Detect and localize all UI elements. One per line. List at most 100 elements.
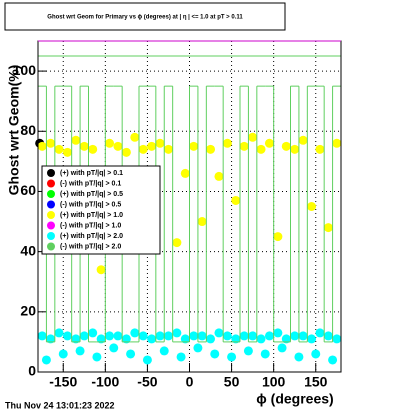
point xyxy=(307,334,317,344)
x-tick-label: -50 xyxy=(137,374,157,390)
point xyxy=(163,331,173,341)
point xyxy=(193,343,203,353)
x-axis-label: ϕ (degrees) xyxy=(256,391,333,407)
point xyxy=(298,331,308,341)
point xyxy=(155,331,165,341)
point xyxy=(323,331,333,341)
chart-title: Ghost wrt Geom for Primary vs ϕ (degrees… xyxy=(47,15,243,21)
title-box xyxy=(4,2,286,31)
y-tick-label: 100 xyxy=(13,62,37,78)
point xyxy=(231,334,241,344)
point xyxy=(197,217,207,227)
point xyxy=(231,195,241,205)
legend-box xyxy=(41,165,161,255)
point xyxy=(189,331,199,341)
point xyxy=(210,349,220,359)
point xyxy=(54,328,64,338)
point xyxy=(46,334,56,344)
y-tick-label: 80 xyxy=(20,122,36,138)
x-tick-label: -150 xyxy=(49,374,77,390)
point xyxy=(239,141,249,151)
point xyxy=(46,138,56,148)
point xyxy=(130,328,140,338)
point xyxy=(222,331,232,341)
point xyxy=(243,346,253,356)
point xyxy=(323,223,333,233)
point xyxy=(328,355,338,365)
legend-label: (-) with pT/|q| > 2.0 xyxy=(60,243,121,250)
point xyxy=(142,355,152,365)
point xyxy=(126,349,136,359)
point xyxy=(155,138,165,148)
point xyxy=(281,141,291,151)
legend-marker xyxy=(47,190,55,198)
footer: Thu Nov 24 13:01:23 2022 xyxy=(5,400,115,410)
point xyxy=(298,135,308,145)
point xyxy=(121,334,131,344)
point xyxy=(147,334,157,344)
point xyxy=(58,349,68,359)
point xyxy=(71,334,81,344)
y-tick-label: 0 xyxy=(28,363,36,379)
point xyxy=(222,138,232,148)
legend-marker xyxy=(47,169,55,177)
point xyxy=(96,334,106,344)
point xyxy=(256,334,266,344)
point xyxy=(294,352,304,362)
legend-label: (+) with pT/|q| > 0.5 xyxy=(60,191,123,198)
point xyxy=(248,331,258,341)
point xyxy=(281,334,291,344)
legend-marker xyxy=(47,179,55,188)
point xyxy=(180,334,190,344)
x-tick-label: 150 xyxy=(304,374,328,390)
point xyxy=(332,138,342,148)
point xyxy=(105,138,115,148)
point xyxy=(239,331,249,341)
legend-marker xyxy=(47,200,55,209)
point xyxy=(121,147,131,157)
point xyxy=(264,138,274,148)
point xyxy=(113,141,123,151)
point xyxy=(172,238,182,248)
point xyxy=(105,331,115,341)
point xyxy=(180,168,190,178)
point xyxy=(290,331,300,341)
point xyxy=(71,135,81,145)
legend-marker xyxy=(47,242,55,251)
point xyxy=(277,343,287,353)
point xyxy=(214,328,224,338)
point xyxy=(248,132,258,142)
point xyxy=(214,171,224,181)
legend-label: (-) with pT/|q| > 1.0 xyxy=(60,222,121,229)
point xyxy=(41,355,51,365)
point xyxy=(163,144,173,154)
point xyxy=(147,141,157,151)
point xyxy=(260,349,270,359)
point xyxy=(332,334,342,344)
point xyxy=(130,132,140,142)
point xyxy=(79,141,89,151)
point xyxy=(307,202,317,211)
point xyxy=(113,331,123,341)
point xyxy=(138,144,148,154)
legend-label: (+) with pT/|q| > 1.0 xyxy=(60,212,123,219)
legend-marker xyxy=(47,232,55,240)
legend-label: (+) with pT/|q| > 0.1 xyxy=(60,170,123,177)
x-tick-label: 0 xyxy=(186,374,194,390)
legend-label: (+) with pT/|q| > 2.0 xyxy=(60,233,123,240)
legend-marker xyxy=(47,211,55,219)
point xyxy=(62,147,72,157)
point xyxy=(206,144,216,154)
legend-label: (-) with pT/|q| > 0.5 xyxy=(60,201,121,208)
y-axis-label: Ghost wrt Geom(%) xyxy=(6,65,22,196)
point xyxy=(92,352,102,362)
y-tick-label: 40 xyxy=(20,242,36,258)
point xyxy=(75,346,85,356)
point xyxy=(172,328,182,338)
legend-marker xyxy=(47,221,55,230)
point xyxy=(197,331,207,341)
point xyxy=(176,352,186,362)
point xyxy=(315,328,325,338)
point xyxy=(88,144,98,154)
